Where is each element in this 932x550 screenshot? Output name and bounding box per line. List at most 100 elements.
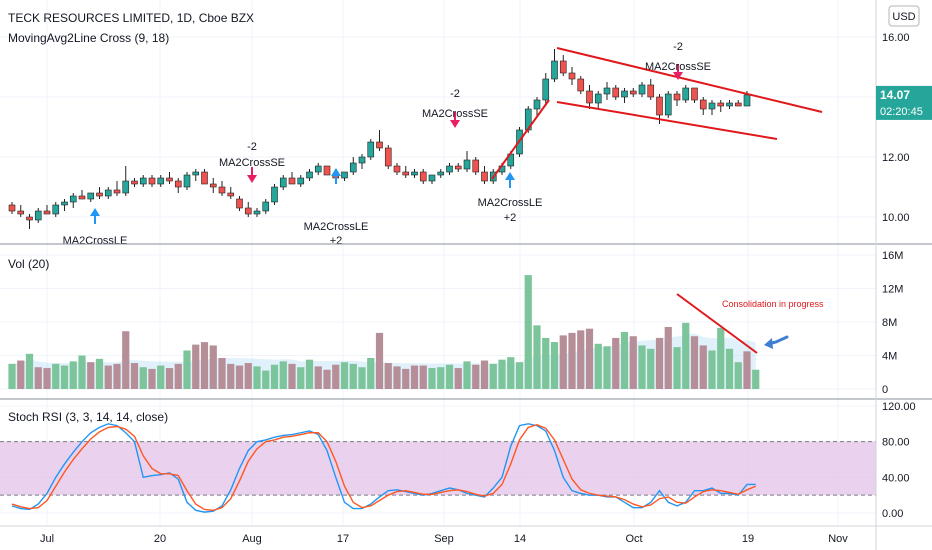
signal-label-top: -2	[247, 141, 257, 153]
volume-bar	[174, 363, 182, 389]
volume-bar	[340, 362, 349, 389]
candle	[174, 178, 182, 193]
candle	[568, 67, 576, 85]
volume-title[interactable]: Vol (20)	[8, 257, 49, 271]
candle	[577, 76, 585, 94]
candle	[104, 187, 112, 199]
candle	[708, 100, 716, 115]
volume-bar	[192, 344, 200, 389]
indicator-title[interactable]: MovingAvg2Line Cross (9, 18)	[8, 31, 169, 45]
candle	[559, 55, 567, 76]
volume-bar	[113, 363, 121, 389]
candle	[638, 82, 646, 97]
candle	[621, 88, 628, 103]
volume-bar	[725, 348, 734, 389]
signal-buy: MA2CrossLE	[63, 208, 127, 247]
time-axis-tick: Aug	[242, 533, 262, 545]
volume-bar	[367, 358, 375, 389]
candle	[542, 73, 550, 106]
candle	[34, 208, 42, 223]
time-axis-tick: 20	[154, 533, 166, 545]
volume-bar	[17, 360, 25, 389]
time-axis-tick: Oct	[625, 533, 642, 545]
rsi-axis-tick: 80.00	[882, 437, 910, 449]
volume-bar	[25, 353, 34, 389]
volume-bar	[664, 327, 672, 389]
candle	[279, 175, 287, 190]
time-axis-tick: Jul	[40, 533, 54, 545]
candle	[52, 202, 60, 217]
candle	[8, 202, 16, 214]
volume-bar	[655, 337, 664, 389]
volume-bar	[332, 364, 340, 389]
volume-bar	[253, 366, 261, 389]
rsi-axis-tick: 120.00	[882, 401, 916, 413]
rsi-line-k	[11, 423, 756, 513]
candle	[183, 172, 191, 190]
volume-bar	[52, 363, 60, 389]
volume-bar	[165, 368, 174, 389]
volume-bar	[445, 364, 454, 389]
trendlines-layer	[491, 47, 823, 354]
volume-bar	[594, 343, 602, 389]
volume-bar	[183, 350, 191, 389]
candle	[603, 82, 611, 100]
candle	[253, 208, 261, 217]
rsi-title[interactable]: Stoch RSI (3, 3, 14, 14, close)	[8, 410, 168, 424]
time-axis-tick: Sep	[434, 533, 454, 545]
candle	[629, 88, 637, 97]
currency-button[interactable]: USD	[888, 5, 920, 27]
candle	[393, 163, 401, 175]
volume-bar	[629, 336, 637, 389]
volume-bar	[60, 365, 69, 389]
candle	[69, 193, 77, 208]
candle	[218, 181, 226, 196]
candle	[314, 163, 322, 175]
candle	[367, 139, 375, 160]
signal-label-top: MA2CrossLE	[304, 221, 369, 233]
signal-label-bottom: MA2CrossSE	[219, 157, 285, 169]
currency-button-label: USD	[892, 11, 915, 23]
axes-layer: Jul20Aug17Sep14Oct19Nov10.0012.0014.0016…	[40, 32, 916, 545]
candle	[262, 199, 270, 214]
countdown-value: 02:20:45	[880, 106, 923, 118]
volume-bar	[699, 345, 707, 389]
last-price-badge: 14.07 02:20:45	[876, 85, 932, 120]
volume-bar	[437, 367, 445, 389]
volume-bar	[227, 363, 235, 389]
volume-bar	[410, 365, 419, 389]
candle	[533, 97, 541, 118]
time-axis-tick: 19	[742, 533, 754, 545]
volume-bar	[515, 362, 524, 389]
trendline	[556, 47, 823, 113]
candle	[271, 184, 278, 205]
volume-bar	[393, 366, 401, 389]
volume-bar	[682, 322, 690, 389]
volume-bar	[638, 345, 646, 389]
candle	[691, 87, 698, 103]
volume-annotation-arrow	[764, 335, 789, 349]
signal-label-top: -2	[673, 41, 683, 53]
volume-axis-tick: 0	[882, 384, 888, 396]
volume-bar	[690, 336, 699, 389]
volume-bar	[200, 342, 209, 389]
time-axis-tick: Nov	[828, 533, 848, 545]
volume-bar	[734, 362, 742, 389]
volume-axis-tick: 12M	[882, 284, 903, 296]
candle	[551, 49, 558, 82]
volume-bar	[524, 275, 532, 389]
volume-bar	[87, 362, 95, 389]
symbol-title[interactable]: TECK RESOURCES LIMITED, 1D, Cboe BZX	[8, 11, 254, 25]
volume-bar	[419, 365, 427, 389]
volume-axis-tick: 16M	[882, 250, 903, 262]
volume-axis-tick: 8M	[882, 317, 897, 329]
volume-bar	[78, 355, 86, 389]
volume-bar	[279, 361, 287, 389]
candle	[157, 175, 165, 187]
candles-layer	[8, 49, 751, 229]
candle	[419, 169, 427, 184]
candle	[26, 214, 33, 229]
candle	[734, 100, 742, 107]
candle	[664, 91, 672, 118]
